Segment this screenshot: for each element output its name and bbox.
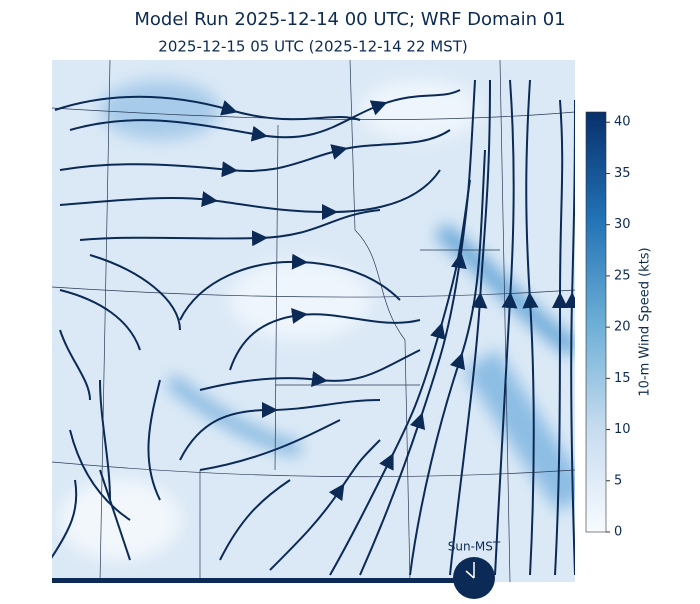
clock-label: Sun-MST (448, 540, 501, 554)
colorbar-tick-label: 15 (614, 371, 631, 386)
colorbar-tick-label: 35 (614, 166, 631, 181)
colorbar-tick-label: 40 (614, 115, 631, 130)
colorbar-tick-label: 5 (614, 473, 622, 488)
colorbar (585, 111, 607, 533)
title: Model Run 2025-12-14 00 UTC; WRF Domain … (134, 9, 565, 30)
colorbar-ticks: 0 5 10 15 20 25 30 35 40 (606, 115, 631, 540)
colorbar-tick-label: 10 (614, 422, 631, 437)
colorbar-tick-label: 0 (614, 525, 622, 540)
clock (453, 557, 495, 599)
subtitle: 2025-12-15 05 UTC (2025-12-14 22 MST) (158, 38, 467, 56)
streamlines (52, 79, 575, 576)
time-progress-bar (52, 578, 472, 583)
colorbar-label: 10-m Wind Speed (kts) (638, 247, 653, 396)
map (52, 60, 575, 582)
colorbar-tick-label: 20 (614, 320, 631, 335)
colorbar-tick-label: 25 (614, 268, 631, 283)
colorbar-tick-label: 30 (614, 217, 631, 232)
